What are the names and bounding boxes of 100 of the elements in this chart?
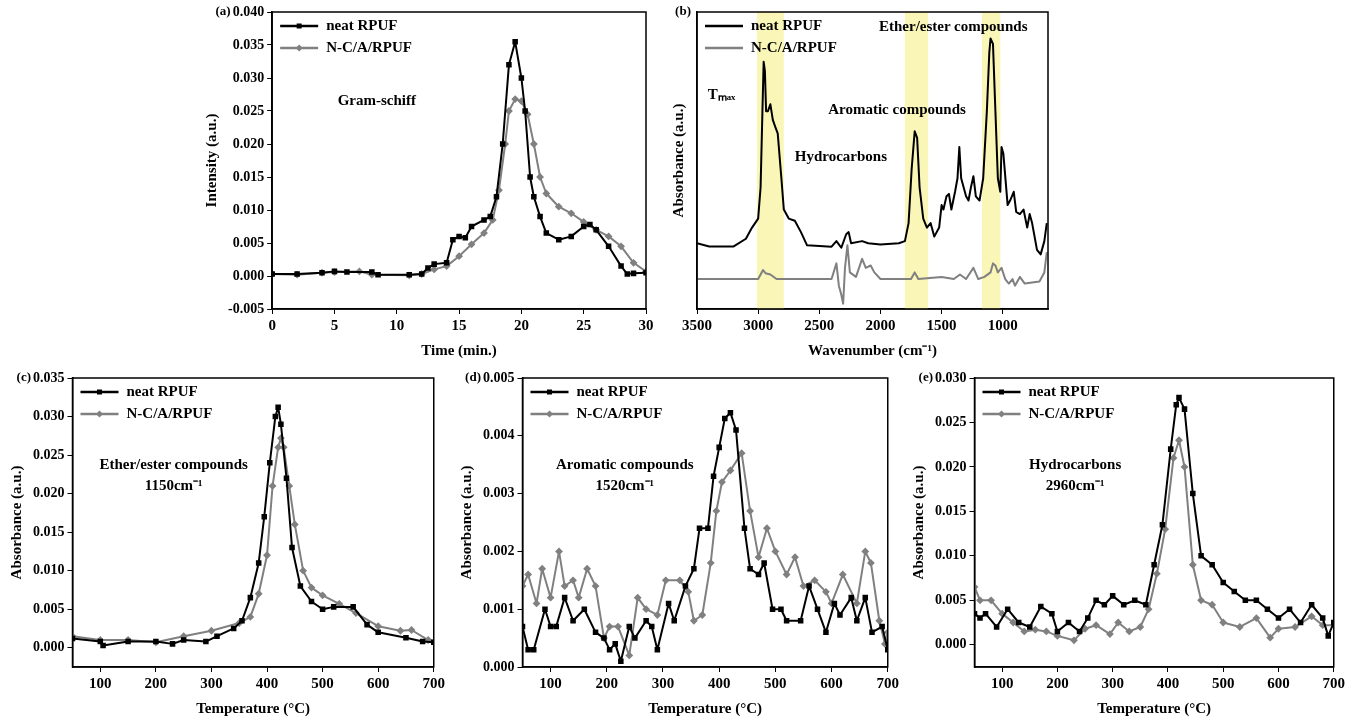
legend-label: N-C/A/RPUF xyxy=(751,38,837,55)
annotation: Hydrocarbons xyxy=(794,148,888,165)
y-tick-label: 0.040 xyxy=(232,3,265,19)
text: Ether/ester compounds xyxy=(878,17,1028,34)
x-tick-label: 600 xyxy=(1267,674,1290,691)
legend-label: neat RPUF xyxy=(751,16,823,33)
y-tick-label: 0.005 xyxy=(483,369,515,385)
annotation: Hydrocarbons xyxy=(1028,455,1122,472)
y-tick-label: 0.004 xyxy=(483,427,515,443)
y-axis-title: Absorbance (a.u.) xyxy=(7,465,25,580)
legend-label: N-C/A/RPUF xyxy=(126,404,213,421)
chart-title: (b) xyxy=(675,3,691,19)
x-tick-label: 200 xyxy=(595,674,619,691)
y-axis-title: Intensity (a.u.) xyxy=(202,113,220,208)
x-tick-label: 2500 xyxy=(804,316,835,333)
x-tick-label: 1500 xyxy=(926,316,957,333)
chart-title: (c) xyxy=(16,369,31,385)
chart-title: (e) xyxy=(918,369,933,385)
legend-label: neat RPUF xyxy=(1028,382,1100,399)
x-tick-label: 200 xyxy=(144,674,168,691)
x-axis-title: Time (min.) xyxy=(421,341,497,359)
y-tick-label: -0.005 xyxy=(227,300,265,316)
y-tick-label: 0.000 xyxy=(232,267,265,283)
chart-title: (a) xyxy=(215,3,231,19)
x-tick-label: 20 xyxy=(513,316,529,333)
y-tick-label: 0.030 xyxy=(33,408,65,424)
y-tick-label: 0.010 xyxy=(935,547,967,563)
annotation: Aromatic compounds xyxy=(828,100,967,117)
annotation: 1150cm⁻¹ xyxy=(144,477,203,494)
y-tick-label: 0.030 xyxy=(232,69,265,85)
x-tick-label: 400 xyxy=(1156,674,1180,691)
x-tick-label: 500 xyxy=(1211,674,1235,691)
y-tick-label: 0.001 xyxy=(483,600,515,616)
y-tick-label: 0.015 xyxy=(33,523,65,539)
x-axis-title: Wavenumber (cm⁻¹) xyxy=(808,341,937,359)
y-tick-label: 0.003 xyxy=(483,485,515,501)
y-axis-title: Absorbance (a.u.) xyxy=(909,465,927,580)
y-tick-label: 0.020 xyxy=(935,458,967,474)
x-tick-label: 10 xyxy=(389,316,405,333)
y-tick-label: 0.005 xyxy=(935,591,967,607)
y-tick-label: 0.025 xyxy=(232,102,265,118)
x-tick-label: 300 xyxy=(1101,674,1124,691)
x-tick-label: 15 xyxy=(451,316,467,333)
x-tick-label: 30 xyxy=(638,316,654,333)
annotation: 2960cm⁻¹ xyxy=(1045,477,1105,494)
annotation: 1520cm⁻¹ xyxy=(595,477,655,494)
y-tick-label: 0.000 xyxy=(33,639,65,655)
legend-label: neat RPUF xyxy=(126,382,198,399)
y-tick-label: 0.005 xyxy=(33,600,65,616)
x-tick-label: 25 xyxy=(576,316,592,333)
x-tick-label: 600 xyxy=(820,674,843,691)
x-tick-label: 200 xyxy=(1046,674,1069,691)
y-axis-title: Absorbance (a.u.) xyxy=(457,465,475,580)
y-tick-label: 0.000 xyxy=(935,636,967,652)
x-tick-label: 300 xyxy=(200,674,223,691)
x-tick-label: 100 xyxy=(89,674,112,691)
y-tick-label: 0.020 xyxy=(33,485,65,501)
annotation: Gram-schiff xyxy=(337,91,417,108)
x-tick-label: 0 xyxy=(268,316,276,333)
x-tick-label: 1000 xyxy=(987,316,1018,333)
x-tick-label: 400 xyxy=(707,674,731,691)
x-axis-title: Temperature (°C) xyxy=(196,699,311,717)
annotation: Tₘₐₓ xyxy=(707,86,737,103)
annotation: Aromatic compounds xyxy=(555,455,694,472)
y-tick-label: 0.010 xyxy=(33,562,65,578)
y-tick-label: 0.010 xyxy=(232,201,265,217)
y-tick-label: 0.000 xyxy=(483,658,515,674)
y-tick-label: 0.025 xyxy=(935,414,967,430)
x-axis-title: Temperature (°C) xyxy=(648,699,763,717)
x-tick-label: 500 xyxy=(764,674,787,691)
x-tick-label: 700 xyxy=(876,674,899,691)
x-tick-label: 700 xyxy=(422,674,445,691)
y-tick-label: 0.035 xyxy=(33,369,65,385)
x-tick-label: 3000 xyxy=(743,316,774,333)
y-tick-label: 0.035 xyxy=(232,36,265,52)
legend-label: N-C/A/RPUF xyxy=(326,38,412,55)
x-tick-label: 400 xyxy=(255,674,279,691)
x-tick-label: 3500 xyxy=(682,316,712,333)
y-tick-label: 0.025 xyxy=(33,446,65,462)
y-tick-label: 0.005 xyxy=(232,234,265,250)
legend-label: N-C/A/RPUF xyxy=(576,404,663,421)
x-tick-label: 500 xyxy=(311,674,334,691)
x-tick-label: 100 xyxy=(990,674,1014,691)
x-tick-label: 700 xyxy=(1322,674,1345,691)
legend-label: neat RPUF xyxy=(326,16,398,33)
y-tick-label: 0.020 xyxy=(232,135,265,151)
y-tick-label: 0.030 xyxy=(935,369,967,385)
x-axis-title: Temperature (°C) xyxy=(1097,699,1212,717)
x-tick-label: 300 xyxy=(651,674,675,691)
y-tick-label: 0.002 xyxy=(483,543,515,559)
annotation: Ether/ester compounds xyxy=(99,455,249,472)
x-tick-label: 2000 xyxy=(865,316,896,333)
y-tick-label: 0.015 xyxy=(232,168,265,184)
legend-label: N-C/A/RPUF xyxy=(1028,404,1115,421)
y-tick-label: 0.015 xyxy=(935,502,967,518)
legend-label: neat RPUF xyxy=(576,382,648,399)
y-axis-title: Absorbance (a.u.) xyxy=(669,103,687,218)
x-tick-label: 100 xyxy=(539,674,562,691)
chart-title: (d) xyxy=(465,369,481,385)
x-tick-label: 5 xyxy=(330,316,339,333)
